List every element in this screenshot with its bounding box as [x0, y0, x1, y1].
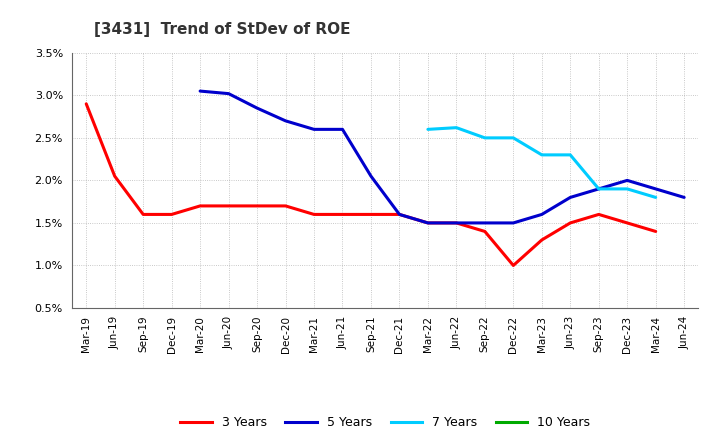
3 Years [225, 203, 233, 209]
Line: 7 Years: 7 Years [428, 128, 656, 198]
5 Years [310, 127, 318, 132]
5 Years [623, 178, 631, 183]
3 Years [253, 203, 261, 209]
7 Years [509, 135, 518, 140]
Text: [3431]  Trend of StDev of ROE: [3431] Trend of StDev of ROE [94, 22, 350, 37]
3 Years [537, 237, 546, 242]
7 Years [452, 125, 461, 130]
5 Years [509, 220, 518, 226]
5 Years [452, 220, 461, 226]
3 Years [139, 212, 148, 217]
3 Years [366, 212, 375, 217]
7 Years [595, 186, 603, 191]
5 Years [566, 195, 575, 200]
3 Years [110, 173, 119, 179]
3 Years [338, 212, 347, 217]
5 Years [652, 186, 660, 191]
5 Years [595, 186, 603, 191]
5 Years [196, 88, 204, 94]
7 Years [566, 152, 575, 158]
3 Years [480, 229, 489, 234]
7 Years [423, 127, 432, 132]
5 Years [282, 118, 290, 124]
7 Years [537, 152, 546, 158]
5 Years [338, 127, 347, 132]
5 Years [680, 195, 688, 200]
3 Years [82, 101, 91, 106]
3 Years [452, 220, 461, 226]
Legend: 3 Years, 5 Years, 7 Years, 10 Years: 3 Years, 5 Years, 7 Years, 10 Years [176, 411, 595, 434]
5 Years [395, 212, 404, 217]
3 Years [423, 220, 432, 226]
3 Years [623, 220, 631, 226]
5 Years [366, 173, 375, 179]
3 Years [595, 212, 603, 217]
5 Years [253, 106, 261, 111]
5 Years [537, 212, 546, 217]
3 Years [652, 229, 660, 234]
7 Years [480, 135, 489, 140]
Line: 3 Years: 3 Years [86, 104, 656, 265]
5 Years [480, 220, 489, 226]
5 Years [423, 220, 432, 226]
3 Years [310, 212, 318, 217]
7 Years [652, 195, 660, 200]
3 Years [167, 212, 176, 217]
3 Years [282, 203, 290, 209]
Line: 5 Years: 5 Years [200, 91, 684, 223]
3 Years [395, 212, 404, 217]
7 Years [623, 186, 631, 191]
3 Years [566, 220, 575, 226]
3 Years [509, 263, 518, 268]
5 Years [225, 91, 233, 96]
3 Years [196, 203, 204, 209]
